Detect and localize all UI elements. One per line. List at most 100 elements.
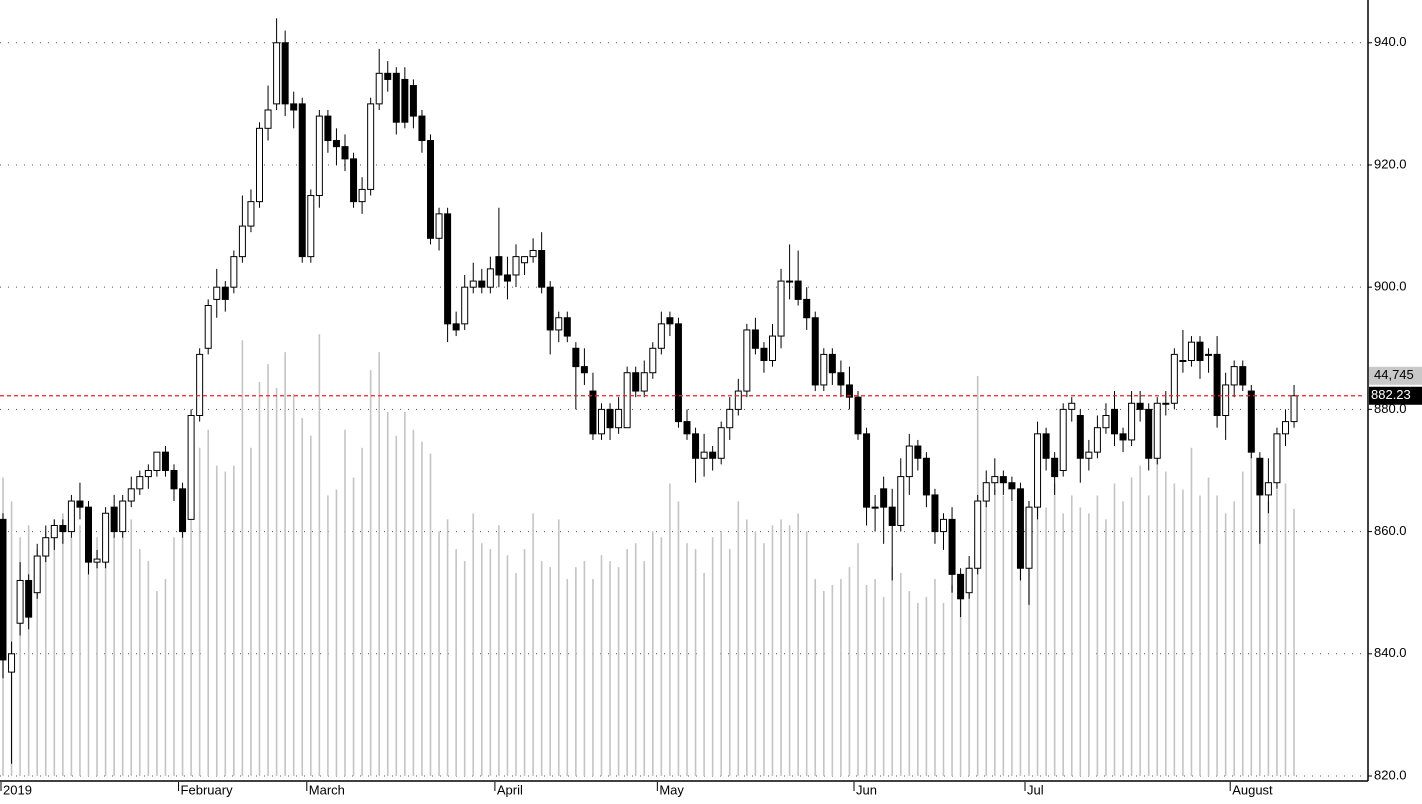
candle-body bbox=[1008, 482, 1016, 490]
candle-body bbox=[598, 408, 605, 435]
candle-body bbox=[452, 323, 460, 331]
candle-body bbox=[897, 476, 905, 526]
candle-body bbox=[521, 256, 529, 264]
candle-body bbox=[161, 451, 169, 471]
candle-body bbox=[1222, 384, 1230, 416]
candle-body bbox=[666, 317, 674, 325]
candle-body bbox=[632, 372, 640, 392]
candle-body bbox=[358, 188, 366, 203]
x-tick-label: August bbox=[1232, 782, 1273, 797]
candle-body bbox=[307, 195, 315, 258]
x-tick-label: May bbox=[659, 782, 684, 797]
candle-body bbox=[1247, 390, 1255, 453]
candle-body bbox=[649, 347, 657, 374]
candle-body bbox=[273, 42, 281, 105]
candle-body bbox=[905, 445, 913, 478]
candle-body bbox=[384, 72, 392, 80]
candle-body bbox=[777, 280, 785, 337]
candle-body bbox=[119, 500, 127, 533]
candle-body bbox=[786, 280, 794, 283]
y-tick-label: 860.0 bbox=[1374, 523, 1407, 538]
candle-body bbox=[1093, 427, 1101, 453]
candle-body bbox=[692, 433, 700, 459]
candle-body bbox=[1196, 341, 1204, 362]
candle-body bbox=[1111, 408, 1118, 435]
candle-body bbox=[709, 451, 717, 459]
y-tick-label: 900.0 bbox=[1374, 279, 1407, 294]
candle-body bbox=[290, 103, 298, 111]
candle-body bbox=[563, 317, 571, 337]
candle-body bbox=[580, 366, 588, 374]
candle-body bbox=[931, 494, 939, 533]
candle-body bbox=[734, 390, 742, 410]
candle-body bbox=[743, 329, 751, 392]
candle-body bbox=[264, 109, 272, 129]
last-price-label: 882.23 bbox=[1371, 387, 1411, 402]
candle-body bbox=[16, 579, 24, 624]
candle-body bbox=[324, 115, 332, 142]
candle-body bbox=[1205, 353, 1213, 356]
candle-body bbox=[375, 72, 383, 105]
candle-body bbox=[409, 85, 417, 117]
candle-body bbox=[957, 573, 965, 600]
candle-body bbox=[8, 653, 16, 673]
candle-body bbox=[615, 408, 623, 429]
candle-body bbox=[213, 286, 221, 300]
candle-body bbox=[674, 323, 682, 423]
candle-body bbox=[683, 421, 691, 435]
candle-body bbox=[478, 280, 486, 288]
candle-body bbox=[33, 555, 41, 594]
candle-body bbox=[0, 518, 7, 661]
candle-body bbox=[187, 414, 195, 520]
candle-body bbox=[85, 506, 92, 563]
candle-body bbox=[880, 488, 888, 508]
candle-body bbox=[461, 286, 469, 325]
y-tick-label: 940.0 bbox=[1374, 34, 1407, 49]
y-tick-label: 840.0 bbox=[1374, 645, 1407, 660]
x-tick-label: Jun bbox=[856, 782, 877, 797]
candle-body bbox=[529, 250, 537, 258]
y-tick-label: 820.0 bbox=[1374, 767, 1407, 782]
candle-body bbox=[1145, 408, 1153, 459]
candle-body bbox=[794, 280, 802, 300]
x-tick-label: 2019 bbox=[3, 782, 32, 797]
candle-body bbox=[367, 103, 375, 190]
candle-body bbox=[1170, 353, 1178, 404]
candle-body bbox=[196, 353, 204, 416]
candle-body bbox=[589, 390, 597, 435]
y-tick-label: 920.0 bbox=[1374, 156, 1407, 171]
candle-body bbox=[221, 286, 229, 300]
candle-body bbox=[820, 353, 828, 386]
candle-body bbox=[512, 256, 520, 276]
candle-body bbox=[726, 408, 734, 429]
x-tick-label: March bbox=[309, 782, 345, 797]
candle-body bbox=[700, 451, 708, 459]
candle-body bbox=[837, 372, 845, 386]
candle-body bbox=[769, 335, 776, 362]
candle-body bbox=[1059, 408, 1067, 471]
candle-body bbox=[914, 445, 922, 459]
candle-body bbox=[25, 579, 33, 618]
candle-body bbox=[1034, 433, 1042, 508]
candle-body bbox=[110, 506, 118, 533]
candle-body bbox=[1016, 488, 1024, 569]
candle-body bbox=[1239, 366, 1247, 386]
candle-body bbox=[332, 140, 340, 148]
candle-body bbox=[93, 558, 101, 563]
candle-body bbox=[59, 524, 67, 533]
candle-body bbox=[717, 427, 725, 459]
candle-body bbox=[127, 488, 135, 502]
candle-body bbox=[144, 469, 152, 478]
candle-body bbox=[1085, 451, 1093, 459]
candle-body bbox=[1213, 353, 1221, 416]
candle-body bbox=[238, 225, 246, 258]
candle-body bbox=[495, 256, 503, 276]
candles bbox=[0, 18, 1298, 764]
candle-body bbox=[486, 268, 494, 288]
candle-body bbox=[828, 353, 836, 374]
candle-body bbox=[606, 408, 614, 429]
candle-body bbox=[247, 201, 255, 227]
candle-body bbox=[170, 469, 178, 490]
candle-body bbox=[965, 567, 973, 594]
